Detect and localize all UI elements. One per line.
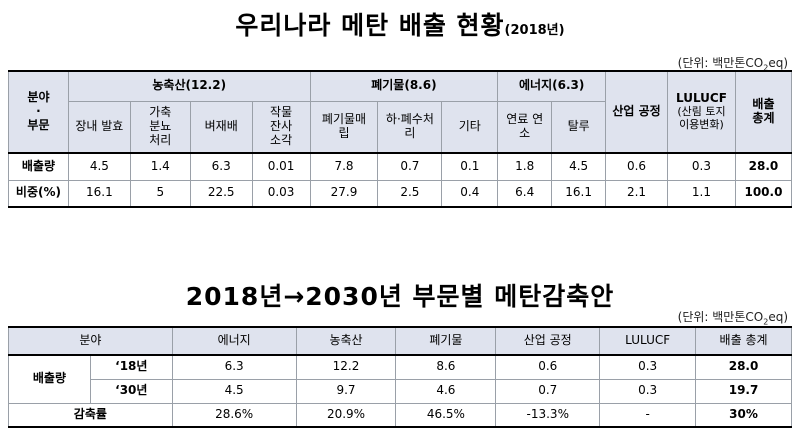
table-cell: 6.4 (497, 179, 553, 208)
table-cell: 6.3 (189, 152, 253, 181)
row-label: 배출량 (8, 152, 69, 181)
table-cell: 4.6 (395, 378, 497, 404)
sub-fugitive: 탈루 (551, 100, 607, 154)
table-row: ‘30년 4.5 9.7 4.6 0.7 0.3 19.7 (9, 378, 792, 404)
sub-manure: 가축 분뇨 처리 (129, 100, 191, 154)
group-lulucf: LULUCF (산림 토지 이용변화) (666, 70, 736, 154)
table-cell: 4.5 (67, 152, 131, 181)
header-total: 배출 총계 (695, 326, 792, 356)
table-cell: 1.4 (129, 152, 191, 181)
emission-label: 배출량 (8, 354, 91, 404)
header-lulucf: LULUCF (599, 326, 697, 356)
row-label: 비중(%) (8, 179, 69, 208)
sub-landfill: 폐기물매 립 (309, 100, 379, 154)
table-cell: 28.6% (171, 402, 297, 428)
sub-rice: 벼재배 (189, 100, 253, 154)
header-waste: 폐기물 (395, 326, 497, 356)
table-cell: 7.8 (309, 152, 379, 181)
table-cell: 46.5% (395, 402, 497, 428)
group-waste: 폐기물(8.6) (309, 70, 499, 102)
table-cell: 0.01 (251, 152, 311, 181)
table-cell: 16.1 (551, 179, 607, 208)
title-reduction: 2018년→2030년 부문별 메탄감축안 (185, 282, 615, 311)
table-cell: 0.6 (605, 152, 668, 181)
corner-header: 분야 · 부문 (8, 70, 69, 154)
unit-label-1: (단위: 백만톤CO2eq) (677, 56, 788, 73)
table-row: 감축률 28.6% 20.9% 46.5% -13.3% - 30% (8, 402, 792, 428)
table-cell: 5 (129, 179, 191, 208)
table-cell: -13.3% (495, 402, 601, 428)
table-row: 배출량 ‘18년 6.3 12.2 8.6 0.6 0.3 28.0 (8, 354, 792, 404)
year-label: ‘30년 (89, 378, 173, 404)
group-industry: 산업 공정 (605, 70, 668, 154)
table-cell: 0.3 (599, 354, 697, 380)
group-total: 배출 총계 (734, 70, 793, 154)
table-cell-total: 100.0 (734, 179, 793, 208)
table-cell: 16.1 (67, 179, 131, 208)
unit-label-2: (단위: 백만톤CO2eq) (677, 310, 788, 327)
table-cell: 0.3 (599, 378, 697, 404)
table-cell: 8.6 (395, 354, 497, 380)
table-cell: 0.1 (441, 152, 499, 181)
table-cell: 12.2 (295, 354, 397, 380)
sub-other: 기타 (441, 100, 499, 154)
table-cell: 0.4 (441, 179, 499, 208)
table-cell-total: 30% (695, 402, 792, 428)
table-cell-total: 28.0 (734, 152, 793, 181)
title-main: 우리나라 메탄 배출 현황(2018년) (0, 6, 800, 42)
table-cell-total: 19.7 (695, 378, 792, 404)
title-year: (2018년) (504, 23, 565, 38)
table-cell: 6.3 (171, 354, 297, 380)
group-agri: 농축산(12.2) (67, 70, 311, 102)
table-cell: 9.7 (295, 378, 397, 404)
table-cell: 0.3 (666, 152, 736, 181)
table-cell: 0.6 (495, 354, 601, 380)
methane-emission-table: 분야 · 부문 농축산(12.2) 폐기물(8.6) 에너지(6.3) 산업 공정 … (8, 70, 793, 208)
sub-wastewater: 하·폐수처 리 (377, 100, 443, 154)
table-cell: 0.7 (377, 152, 443, 181)
table-cell: 0.03 (251, 179, 311, 208)
table-cell: 22.5 (189, 179, 253, 208)
title-text: 우리나라 메탄 배출 현황 (235, 11, 505, 40)
table-cell: 27.9 (309, 179, 379, 208)
table-cell: 0.7 (495, 378, 601, 404)
table-cell-total: 28.0 (695, 354, 792, 380)
table-cell: 1.8 (497, 152, 553, 181)
table-row: 배출량 4.5 1.4 6.3 0.01 7.8 0.7 0.1 1.8 4.5… (8, 152, 793, 181)
table-cell: 2.1 (605, 179, 668, 208)
table-cell: 20.9% (295, 402, 397, 428)
sub-residue: 작물 잔사 소각 (251, 100, 311, 154)
methane-reduction-table: 분야 에너지 농축산 폐기물 산업 공정 LULUCF 배출 총계 배출량 ‘1… (8, 326, 792, 428)
table-cell: 4.5 (551, 152, 607, 181)
header-energy: 에너지 (171, 326, 297, 356)
table-cell: 4.5 (171, 378, 297, 404)
table-cell: 2.5 (377, 179, 443, 208)
header-field: 분야 (8, 326, 173, 356)
sub-enteric: 장내 발효 (67, 100, 131, 154)
reduction-label: 감축률 (8, 402, 173, 428)
table-cell: 1.1 (666, 179, 736, 208)
group-energy: 에너지(6.3) (497, 70, 607, 102)
table-row: 비중(%) 16.1 5 22.5 0.03 27.9 2.5 0.4 6.4 … (8, 179, 793, 208)
table-cell: - (599, 402, 697, 428)
header-industry: 산업 공정 (495, 326, 601, 356)
year-label: ‘18년 (89, 354, 173, 380)
header-agri: 농축산 (295, 326, 397, 356)
